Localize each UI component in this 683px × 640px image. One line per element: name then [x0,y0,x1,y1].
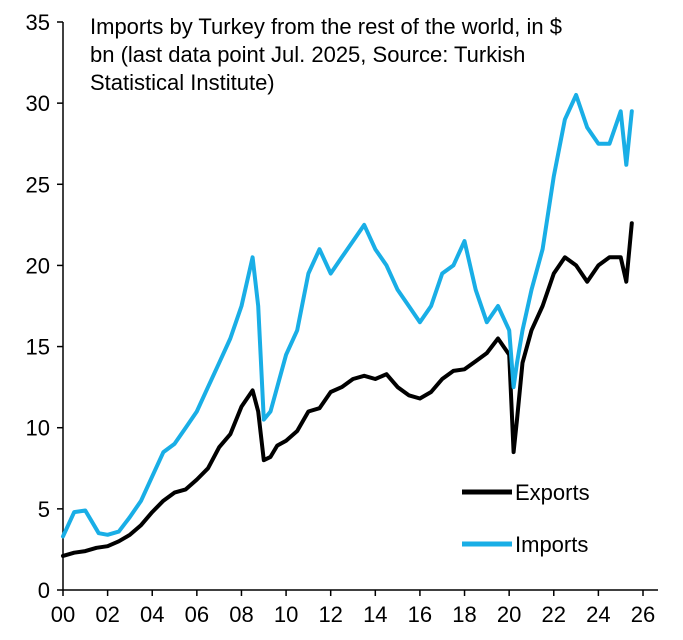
y-tick-label: 0 [38,578,50,603]
y-tick-label: 30 [26,91,50,116]
x-tick-label: 22 [542,602,566,627]
x-tick-label: 04 [140,602,164,627]
series-line-exports [61,221,634,558]
x-tick-label: 18 [452,602,476,627]
x-tick-label: 10 [274,602,298,627]
x-tick-label: 00 [51,602,75,627]
x-tick-label: 02 [95,602,119,627]
y-tick-label: 5 [38,497,50,522]
x-tick-label: 16 [408,602,432,627]
x-tick-label: 12 [318,602,342,627]
x-tick-label: 06 [185,602,209,627]
legend-label-imports: Imports [515,532,588,557]
x-tick-label: 26 [631,602,655,627]
chart-title-line: Imports by Turkey from the rest of the w… [90,14,562,39]
x-tick-label: 08 [229,602,253,627]
chart-title-line: bn (last data point Jul. 2025, Source: T… [90,42,525,67]
x-tick-label: 24 [586,602,610,627]
legend: Exports Imports [462,480,590,557]
y-tick-label: 20 [26,253,50,278]
x-tick-label: 14 [363,602,387,627]
y-tick-label: 10 [26,416,50,441]
legend-label-exports: Exports [515,480,590,505]
y-tick-label: 35 [26,10,50,35]
chart-title: Imports by Turkey from the rest of the w… [90,14,562,95]
x-tick-label: 20 [497,602,521,627]
y-tick-label: 25 [26,172,50,197]
plot-area [61,93,634,558]
y-tick-label: 15 [26,335,50,360]
axes: 0 5 10 15 20 25 30 35 00 02 04 06 08 10 12 14 16 18 20 22 24… [26,10,658,627]
series-line-imports [61,93,634,539]
chart-title-line: Statistical Institute) [90,70,275,95]
